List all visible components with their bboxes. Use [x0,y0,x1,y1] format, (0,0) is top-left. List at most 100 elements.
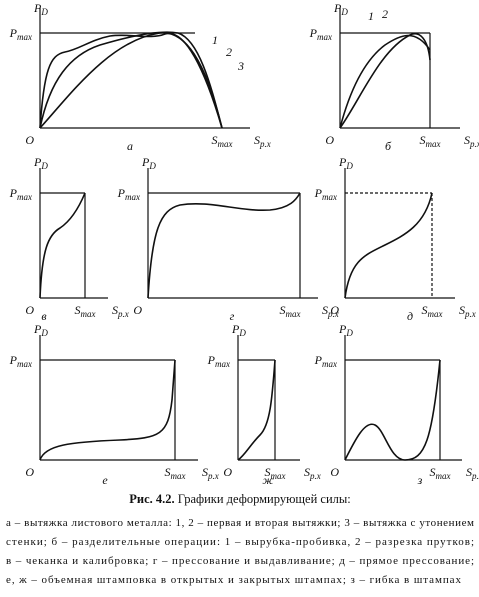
smax-label-base: S [420,133,426,147]
force-label-sub: D [340,7,348,17]
caption-number: Рис. 4.2. [129,492,174,506]
panel-letter: ж [262,473,273,487]
smax-label-base: S [165,465,171,479]
smax-label: Smax [430,465,451,481]
force-label-base: P [338,322,347,336]
stroke-label-sub: p.x [259,139,271,149]
smax-label-sub: max [436,471,451,481]
stroke-label: Sp.x [466,465,479,481]
curve-label: 1 [212,33,218,47]
curve [237,359,276,461]
pmax-label-base: P [309,26,318,40]
curve [39,31,223,129]
stroke-label: Sp.x [322,303,339,319]
pmax-label-sub: max [215,359,230,369]
stroke-label-base: S [304,465,310,479]
stroke-label-sub: p.x [464,309,476,319]
pmax-label: Pmax [314,186,337,202]
smax-label-base: S [75,303,81,317]
caption-title: Графики деформирующей силы: [178,492,351,506]
force-label-sub: D [345,328,353,338]
force-label-sub: D [40,7,48,17]
stroke-label-sub: p.x [207,471,219,481]
stroke-label: Sp.x [464,133,479,149]
caption-line: в – чеканка и калибровка; г – прессовани… [6,555,474,567]
origin-label: O [133,303,142,317]
curve-label: 2 [382,7,388,21]
pmax-label: Pmax [207,353,230,369]
stroke-label-sub: p.x [309,471,321,481]
pmax-label-base: P [9,353,18,367]
origin-label: O [223,465,232,479]
stroke-label: Sp.x [254,133,271,149]
force-label-base: P [333,1,342,15]
smax-label-sub: max [286,309,301,319]
pmax-label-sub: max [17,32,32,42]
force-label: PD [338,322,353,338]
force-label-sub: D [238,328,246,338]
stroke-label: Sp.x [459,303,476,319]
pmax-label: Pmax [9,353,32,369]
smax-label-sub: max [81,309,96,319]
panel-letter: г [230,309,235,323]
smax-label: Smax [165,465,186,481]
curve [147,192,301,299]
smax-label-sub: max [428,309,443,319]
stroke-label-sub: p.x [327,309,339,319]
stroke-label: Sp.x [202,465,219,481]
panel-letter: а [127,139,133,153]
pmax-label-sub: max [17,192,32,202]
force-label-base: P [33,1,42,15]
force-label-sub: D [148,161,156,171]
caption-heading: Рис. 4.2. Графики деформирующей силы: [129,492,351,506]
force-label-sub: D [345,161,353,171]
smax-label: Smax [212,133,233,149]
pmax-label-base: P [314,186,323,200]
force-label: PD [33,1,48,17]
curve [339,34,431,129]
stroke-label-base: S [464,133,470,147]
stroke-label-sub: p.x [471,471,479,481]
panel-letter: д [407,309,413,323]
force-label: PD [33,322,48,338]
stroke-label: Sp.x [112,303,129,319]
pmax-label-base: P [9,26,18,40]
pmax-label: Pmax [9,26,32,42]
pmax-label-base: P [207,353,216,367]
origin-label: O [330,303,339,317]
panel-letter: з [417,473,423,487]
smax-label-base: S [430,465,436,479]
curve [344,192,433,299]
smax-label-sub: max [426,139,441,149]
stroke-label-base: S [112,303,118,317]
stroke-label-base: S [322,303,328,317]
stroke-label-base: S [459,303,465,317]
caption-line: е, ж – объемная штамповка в открытых и з… [6,574,462,586]
smax-label-base: S [280,303,286,317]
force-label: PD [231,322,246,338]
stroke-label-base: S [202,465,208,479]
smax-label-sub: max [171,471,186,481]
pmax-label-base: P [314,353,323,367]
smax-label-sub: max [218,139,233,149]
curve [344,359,441,461]
caption-line: а – вытяжка листового металла: 1, 2 – пе… [6,517,474,529]
pmax-label-base: P [117,186,126,200]
smax-label-base: S [422,303,428,317]
curve-label: 2 [226,45,232,59]
curves [39,31,441,461]
panel-letter: е [102,473,108,487]
smax-label: Smax [265,465,286,481]
force-label-sub: D [40,161,48,171]
stroke-label-base: S [254,133,260,147]
origin-label: O [25,133,34,147]
pmax-label: Pmax [9,186,32,202]
pmax-label-sub: max [125,192,140,202]
caption-line: стенки; б – разделительные операции: 1 –… [6,536,474,548]
smax-label-base: S [265,465,271,479]
origin-label: O [330,465,339,479]
curve [39,32,223,129]
smax-label-sub: max [271,471,286,481]
curve-label: 3 [237,59,244,73]
